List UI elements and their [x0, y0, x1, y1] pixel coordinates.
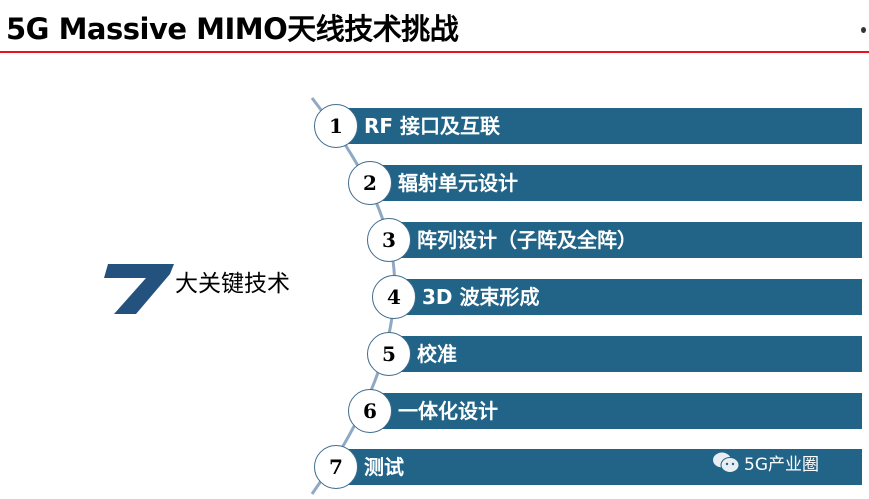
list-item-number: 4: [372, 275, 416, 319]
list-item-number: 6: [348, 389, 392, 433]
list-item-label: 测试: [364, 455, 404, 479]
list-item-bar[interactable]: 测试: [336, 449, 862, 485]
list-item-label: 一体化设计: [398, 399, 498, 423]
list-item-bar[interactable]: 一体化设计: [370, 393, 862, 429]
list-item-number: 1: [314, 104, 358, 148]
watermark: 5G产业圈: [712, 450, 819, 475]
list-item-label: 校准: [417, 342, 457, 366]
decorative-dot: [861, 27, 866, 33]
key-tech-label: 大关键技术: [175, 271, 290, 297]
list-item-number: 3: [367, 218, 411, 262]
list-item-number: 7: [314, 445, 358, 489]
list-item-bar[interactable]: 校准: [389, 336, 862, 372]
title-divider: [0, 51, 869, 53]
seven-logo-icon: [104, 264, 174, 314]
wechat-icon: [713, 452, 740, 473]
watermark-text: 5G产业圈: [744, 455, 819, 475]
list-item-bar[interactable]: 辐射单元设计: [370, 165, 862, 201]
list-item-bar[interactable]: 阵列设计（子阵及全阵）: [389, 222, 862, 258]
list-item-label: 3D 波束形成: [422, 285, 540, 309]
list-item-label: 辐射单元设计: [398, 171, 518, 195]
list-item-number: 2: [348, 161, 392, 205]
page-title: 5G Massive MIMO天线技术挑战: [6, 12, 459, 46]
list-item-label: 阵列设计（子阵及全阵）: [417, 228, 637, 252]
list-item-bar[interactable]: 3D 波束形成: [394, 279, 862, 315]
list-item-number: 5: [367, 332, 411, 376]
list-item-bar[interactable]: RF 接口及互联: [336, 108, 862, 144]
list-item-label: RF 接口及互联: [364, 114, 501, 138]
